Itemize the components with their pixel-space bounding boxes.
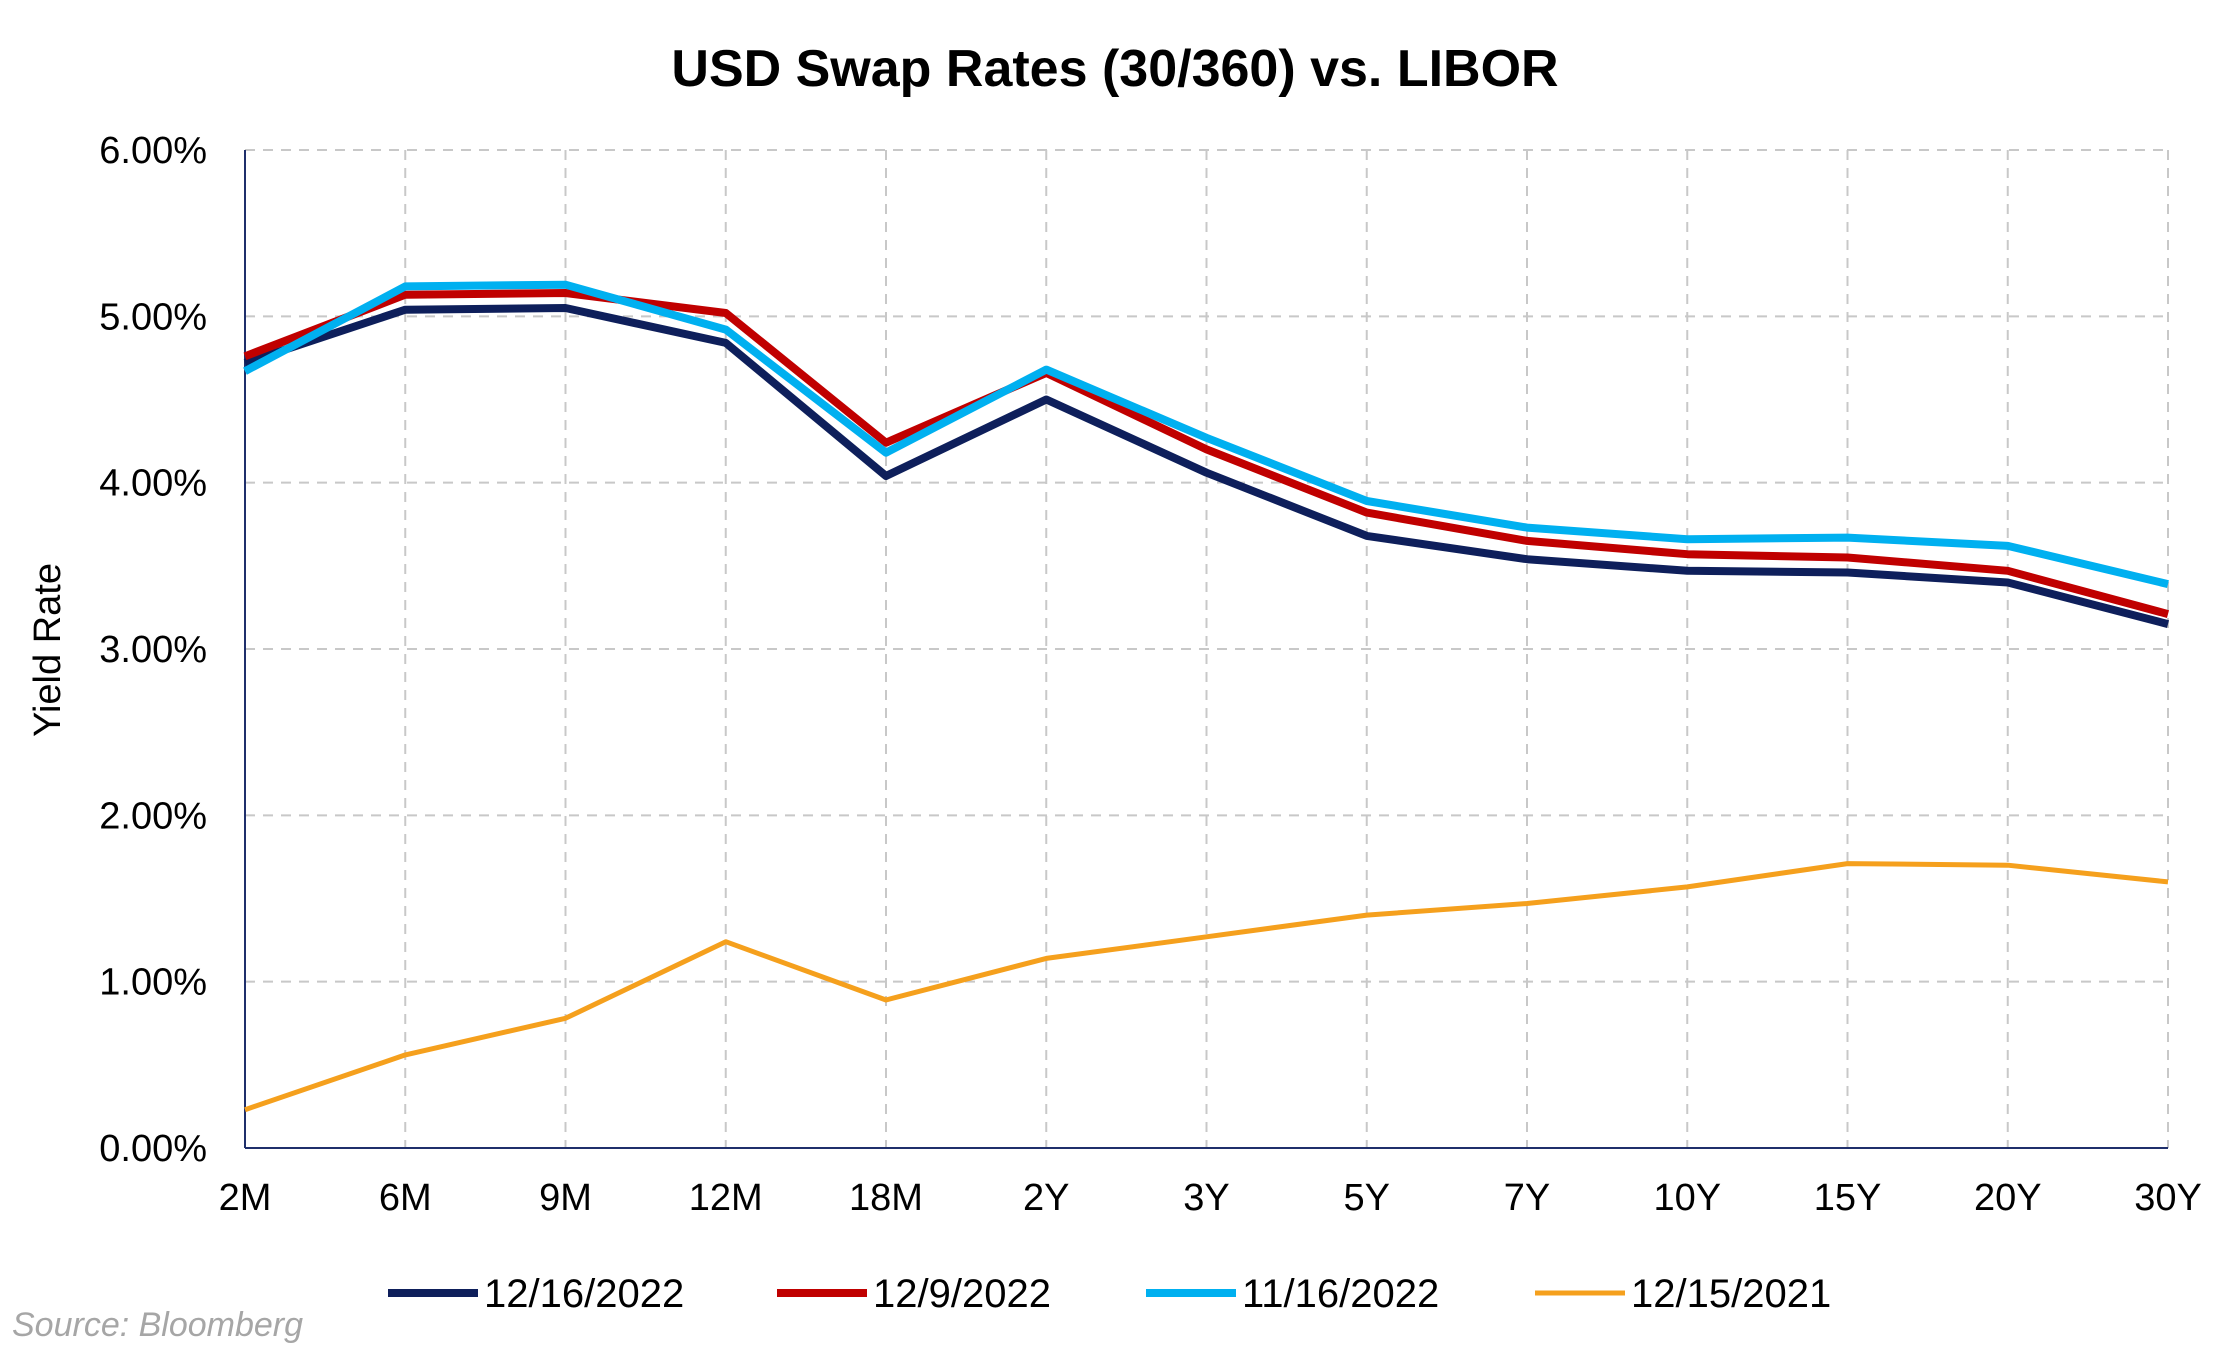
y-tick-label: 0.00%: [99, 1128, 207, 1170]
y-axis-title: Yield Rate: [27, 563, 69, 737]
legend-label-3: 11/16/2022: [1242, 1272, 1439, 1316]
series-line-1: [243, 304, 2170, 628]
x-tick-label: 3Y: [1183, 1177, 1229, 1219]
x-tick-label: 15Y: [1814, 1177, 1882, 1219]
x-tick-label: 9M: [539, 1177, 592, 1219]
source-note: Source: Bloomberg: [12, 1306, 303, 1344]
series-line-3: [243, 280, 2169, 588]
x-tick-label: 7Y: [1504, 1177, 1550, 1219]
x-tick-label: 18M: [849, 1177, 923, 1219]
y-tick-label: 3.00%: [99, 629, 207, 671]
x-tick-label: 2Y: [1023, 1177, 1069, 1219]
x-tick-label: 12M: [689, 1177, 763, 1219]
x-tick-label: 20Y: [1974, 1177, 2042, 1219]
y-tick-label: 6.00%: [99, 130, 207, 172]
y-tick-label: 4.00%: [99, 463, 207, 505]
chart-title: USD Swap Rates (30/360) vs. LIBOR: [671, 40, 1558, 98]
x-tick-label: 2M: [219, 1177, 272, 1219]
y-tick-label: 1.00%: [99, 962, 207, 1004]
x-tick-label: 5Y: [1344, 1177, 1390, 1219]
legend: 12/16/2022 12/9/2022 11/16/2022 12/15/2021: [388, 1272, 1831, 1316]
x-tick-label: 10Y: [1653, 1177, 1721, 1219]
gridlines: [245, 149, 2169, 1148]
y-tick-label: 2.00%: [99, 795, 207, 837]
series-lines: [243, 280, 2170, 1113]
legend-label-2: 12/9/2022: [873, 1272, 1051, 1316]
x-tick-label: 30Y: [2134, 1177, 2202, 1219]
series-line-4: [244, 861, 2169, 1113]
legend-label-1: 12/16/2022: [484, 1272, 684, 1316]
y-tick-label: 5.00%: [99, 296, 207, 338]
x-tick-label: 6M: [379, 1177, 432, 1219]
legend-label-4: 12/15/2021: [1631, 1272, 1831, 1316]
y-axis-tick-labels: 0.00% 1.00% 2.00% 3.00% 4.00% 5.00% 6.00%: [99, 130, 207, 1170]
x-axis-tick-labels: 2M 6M 9M 12M 18M 2Y 3Y 5Y 7Y 10Y 15Y 20Y 30Y: [219, 1177, 2202, 1219]
axes: [244, 150, 2168, 1149]
series-line-2: [243, 289, 2170, 618]
